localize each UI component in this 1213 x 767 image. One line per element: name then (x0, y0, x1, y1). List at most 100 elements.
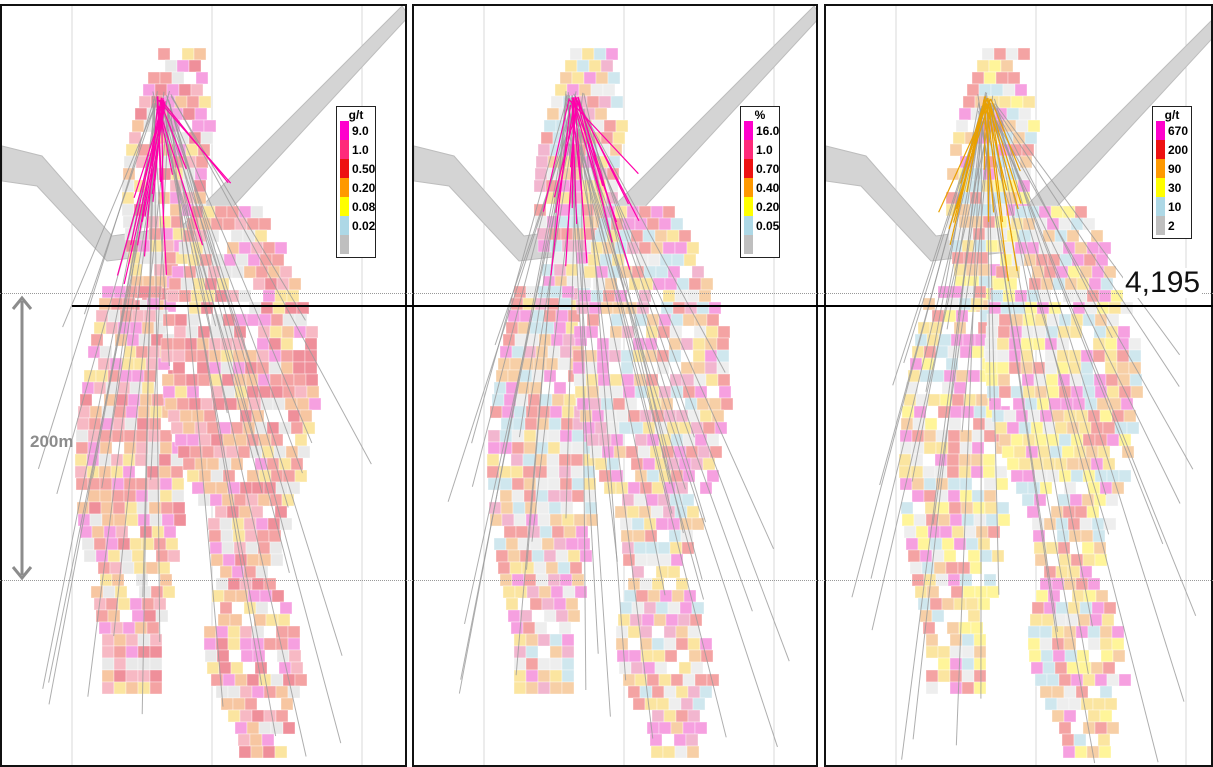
block-cell (651, 481, 665, 495)
drill-hole (993, 98, 1185, 702)
block-cell (915, 525, 929, 539)
block-cell (553, 263, 567, 277)
legend-item: 0.05 (744, 216, 780, 235)
assay-trace (157, 105, 204, 246)
block-cell (268, 361, 282, 375)
block-cell (160, 349, 174, 363)
block-cell (512, 417, 526, 431)
block-cell (1056, 697, 1070, 711)
block-cell (639, 685, 653, 699)
block-cell (1074, 289, 1088, 303)
block-cell (571, 71, 585, 85)
block-cell (1035, 589, 1049, 603)
block-cell (923, 489, 937, 503)
block-cell (1100, 649, 1114, 663)
block-cell (699, 409, 713, 423)
block-cell (913, 513, 927, 527)
drill-hole (986, 98, 1164, 545)
block-cell (1058, 433, 1072, 447)
block-cell (1046, 673, 1060, 687)
block-cell (962, 585, 976, 599)
block-cell (203, 119, 217, 133)
block-cell (1039, 637, 1053, 651)
block-cell (946, 453, 960, 467)
block-cell (150, 585, 164, 599)
block-cell (1070, 385, 1084, 399)
block-cell (258, 217, 272, 231)
drill-hole (87, 91, 165, 697)
block-cell (134, 107, 148, 121)
block-cell (551, 393, 565, 407)
block-cell (1087, 481, 1101, 495)
block-cell (219, 565, 233, 579)
block-cell (682, 673, 696, 687)
block-cell (525, 669, 539, 683)
legend-label: 0.20 (352, 180, 376, 195)
legend-label: 0.05 (756, 218, 780, 233)
drill-hole (165, 104, 228, 414)
drill-hole (161, 101, 263, 686)
block-cell (515, 525, 529, 539)
block-cell (1021, 493, 1035, 507)
block-cell (161, 239, 175, 253)
block-cell (166, 289, 180, 303)
block-cell (112, 501, 126, 515)
block-cell (279, 265, 293, 279)
block-cell (620, 361, 634, 375)
block-cell (571, 489, 585, 503)
block-cell (239, 709, 253, 723)
block-cell (927, 525, 941, 539)
block-cell (700, 277, 714, 291)
block-cell (1069, 493, 1083, 507)
block-cell (121, 203, 135, 217)
legend-item: 0.70 (744, 159, 779, 178)
block-cell (634, 553, 648, 567)
block-cell (181, 47, 195, 61)
block-cell (717, 325, 731, 339)
block-cell (517, 381, 531, 395)
block-cell (696, 301, 710, 315)
block-cell (585, 325, 599, 339)
block-cell (900, 501, 914, 515)
block-cell (1070, 673, 1084, 687)
block-cell (534, 621, 548, 635)
block-cell (971, 441, 985, 455)
block-cell (537, 143, 551, 157)
drill-hole (160, 105, 277, 737)
block-cell (255, 601, 269, 615)
block-cell (1029, 613, 1043, 627)
block-cell (1015, 119, 1029, 133)
block-cell (965, 537, 979, 551)
block-cell (305, 325, 319, 339)
block-cell (505, 597, 519, 611)
legend-swatch (1156, 140, 1165, 159)
legend-unit: % (754, 108, 766, 122)
block-cell (172, 349, 186, 363)
block-cell (984, 361, 998, 375)
block-cell (505, 537, 519, 551)
block-cell (569, 47, 583, 61)
block-cell (981, 47, 995, 61)
block-cell (1105, 493, 1119, 507)
pit-shell (826, 20, 1211, 262)
block-cell (497, 561, 511, 575)
assay-trace (160, 101, 165, 225)
block-cell (245, 541, 259, 555)
block-cell (161, 513, 175, 527)
block-cell (561, 645, 575, 659)
block-cell (650, 205, 664, 219)
assay-trace (987, 97, 1004, 222)
block-cell (159, 477, 173, 491)
block-cell (943, 549, 957, 563)
block-cell (160, 337, 174, 351)
block-cell (173, 325, 187, 339)
block-cell (276, 277, 290, 291)
block-cell (645, 493, 659, 507)
block-cell (511, 345, 525, 359)
block-cell (1000, 59, 1014, 73)
block-cell (1065, 613, 1079, 627)
block-cell (1072, 301, 1086, 315)
drill-hole (583, 108, 627, 681)
block-cell (119, 369, 133, 383)
drill-hole (153, 108, 161, 643)
